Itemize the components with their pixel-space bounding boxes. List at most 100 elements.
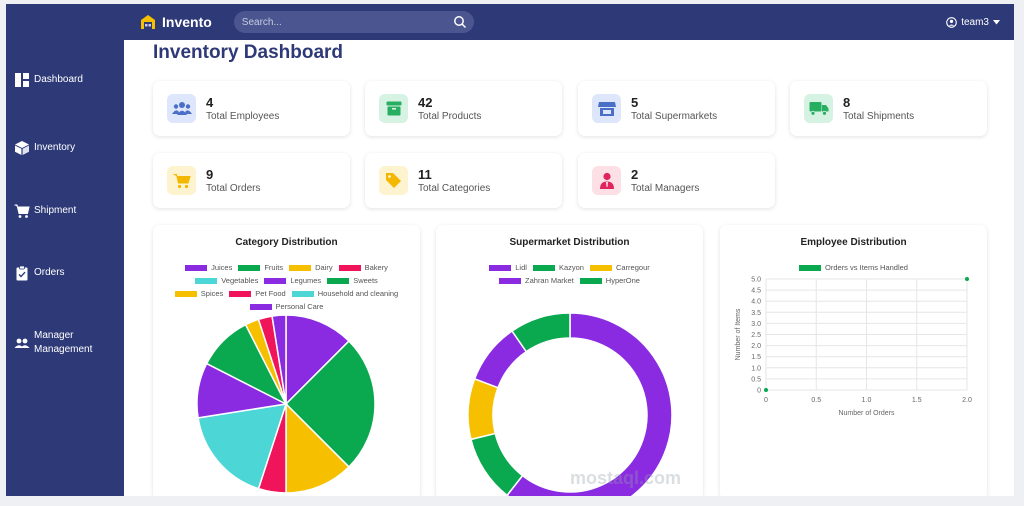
x-axis-label: Number of Orders [838,410,895,417]
legend-label: Lidl [515,263,527,272]
legend-item[interactable]: HyperOne [579,276,640,285]
cube-icon [15,141,29,155]
legend-item[interactable]: Orders vs Items Handled [799,263,908,272]
page-title: Inventory Dashboard [153,42,344,63]
cart-icon [167,166,196,195]
legend-item[interactable]: Sweets [327,276,378,285]
y-axis-label: Number of Items [735,308,742,360]
legend-item[interactable]: Bakery [338,263,388,272]
legend-item[interactable]: Pet Food [229,289,286,298]
pie-slice[interactable] [284,340,376,468]
legend-label: Dairy [315,263,333,272]
category-distribution-panel: Category Distribution Juices Fruits Dair… [153,225,420,496]
legend-swatch [229,290,252,297]
sidebar-item-dashboard[interactable]: Dashboard [14,72,83,88]
legend-swatch [195,277,218,284]
stat-card-employees[interactable]: 4 Total Employees [153,81,350,136]
legend-item[interactable]: Juices [185,263,232,272]
search-icon[interactable] [453,15,467,29]
legend-label: Kazyon [558,263,584,272]
stat-card-categories[interactable]: 11 Total Categories [365,153,562,208]
legend-item[interactable]: Zahran Market [499,276,574,285]
pie-slice[interactable] [467,377,499,441]
pie-slice[interactable] [506,312,673,496]
sidebar-item-manager-management[interactable]: Manager Management [14,329,92,357]
legend-item[interactable]: Carregour [589,263,650,272]
watermark: mostaql.com [570,468,682,488]
legend-label: Carregour [615,263,650,272]
users-icon [14,338,30,348]
y-tick-label: 3.0 [751,321,761,328]
y-tick-label: 3.5 [751,310,761,317]
legend-label: Sweets [353,276,378,285]
warehouse-icon [141,15,155,29]
user-menu[interactable]: team3 [946,17,1000,28]
legend-swatch [799,264,822,271]
stat-label: Total Products [418,110,482,122]
legend-item[interactable]: Dairy [289,263,333,272]
chart-title: Employee Distribution [800,237,907,248]
sidebar-item-label: Orders [34,267,65,278]
stat-card-shipments[interactable]: 8 Total Shipments [790,81,987,136]
sidebar-item-shipment[interactable]: Shipment [14,203,76,219]
sidebar-item-orders[interactable]: Orders [14,265,65,281]
stat-label: Total Shipments [843,110,915,122]
brand[interactable]: Invento [140,14,212,30]
sidebar-item-label: Shipment [34,205,77,216]
stat-card-orders[interactable]: 9 Total Orders [153,153,350,208]
stat-card-products[interactable]: 42 Total Products [365,81,562,136]
stat-card-managers[interactable]: 2 Total Managers [578,153,775,208]
legend-item[interactable]: Kazyon [532,263,584,272]
legend-swatch [532,264,555,271]
y-tick-label: 0 [757,388,761,395]
brand-name: Invento [162,14,212,30]
pie-slice[interactable] [511,312,571,353]
legend-label: Personal Care [275,302,324,311]
y-tick-label: 1.5 [751,354,761,361]
stat-label: Total Orders [206,182,261,194]
legend-item[interactable]: Lidl [489,263,527,272]
scatter-point[interactable] [764,388,768,392]
store-icon [592,94,621,123]
legend-item[interactable]: Household and cleaning [291,289,399,298]
x-tick-label: 2.0 [962,397,972,404]
legend-item[interactable]: Fruits [238,263,283,272]
legend-swatch [249,303,272,310]
stat-value: 11 [418,166,432,182]
stat-value: 4 [206,94,214,110]
legend-swatch [499,277,522,284]
stat-value: 9 [206,166,214,182]
stat-card-supermarkets[interactable]: 5 Total Supermarkets [578,81,775,136]
legend-item[interactable]: Personal Care [249,302,324,311]
scatter-point[interactable] [965,277,969,281]
stat-label: Total Categories [418,182,491,194]
stat-value: 8 [843,94,851,110]
legend-label: HyperOne [605,276,640,285]
y-tick-label: 2.5 [751,332,761,339]
pie-slice[interactable] [271,314,287,405]
pie-slice[interactable] [470,432,524,496]
legend-item[interactable]: Legumes [264,276,321,285]
y-tick-label: 5.0 [751,277,761,284]
legend-label: Household and cleaning [317,289,399,298]
pie-slice[interactable] [285,402,350,494]
user-circle-icon [946,16,958,28]
chart-title: Supermarket Distribution [509,237,630,248]
legend-label: Vegetables [221,276,259,285]
legend-item[interactable]: Vegetables [195,276,258,285]
stat-label: Total Employees [206,110,280,122]
y-tick-label: 2.0 [751,343,761,350]
legend-swatch [185,264,208,271]
legend-label: Orders vs Items Handled [825,263,908,272]
manager-icon [592,166,621,195]
search-input[interactable] [241,16,442,28]
pie-slice[interactable] [197,403,288,490]
pie-slice[interactable] [285,314,350,406]
employee-distribution-panel: Employee Distribution Orders vs Items Ha… [720,225,987,496]
sidebar-item-inventory[interactable]: Inventory [14,140,75,156]
x-tick-label: 0.5 [811,397,821,404]
legend-swatch [238,264,261,271]
sidebar-item-label: Dashboard [34,74,83,85]
x-tick-label: 0 [764,397,768,404]
legend-item[interactable]: Spices [174,289,223,298]
